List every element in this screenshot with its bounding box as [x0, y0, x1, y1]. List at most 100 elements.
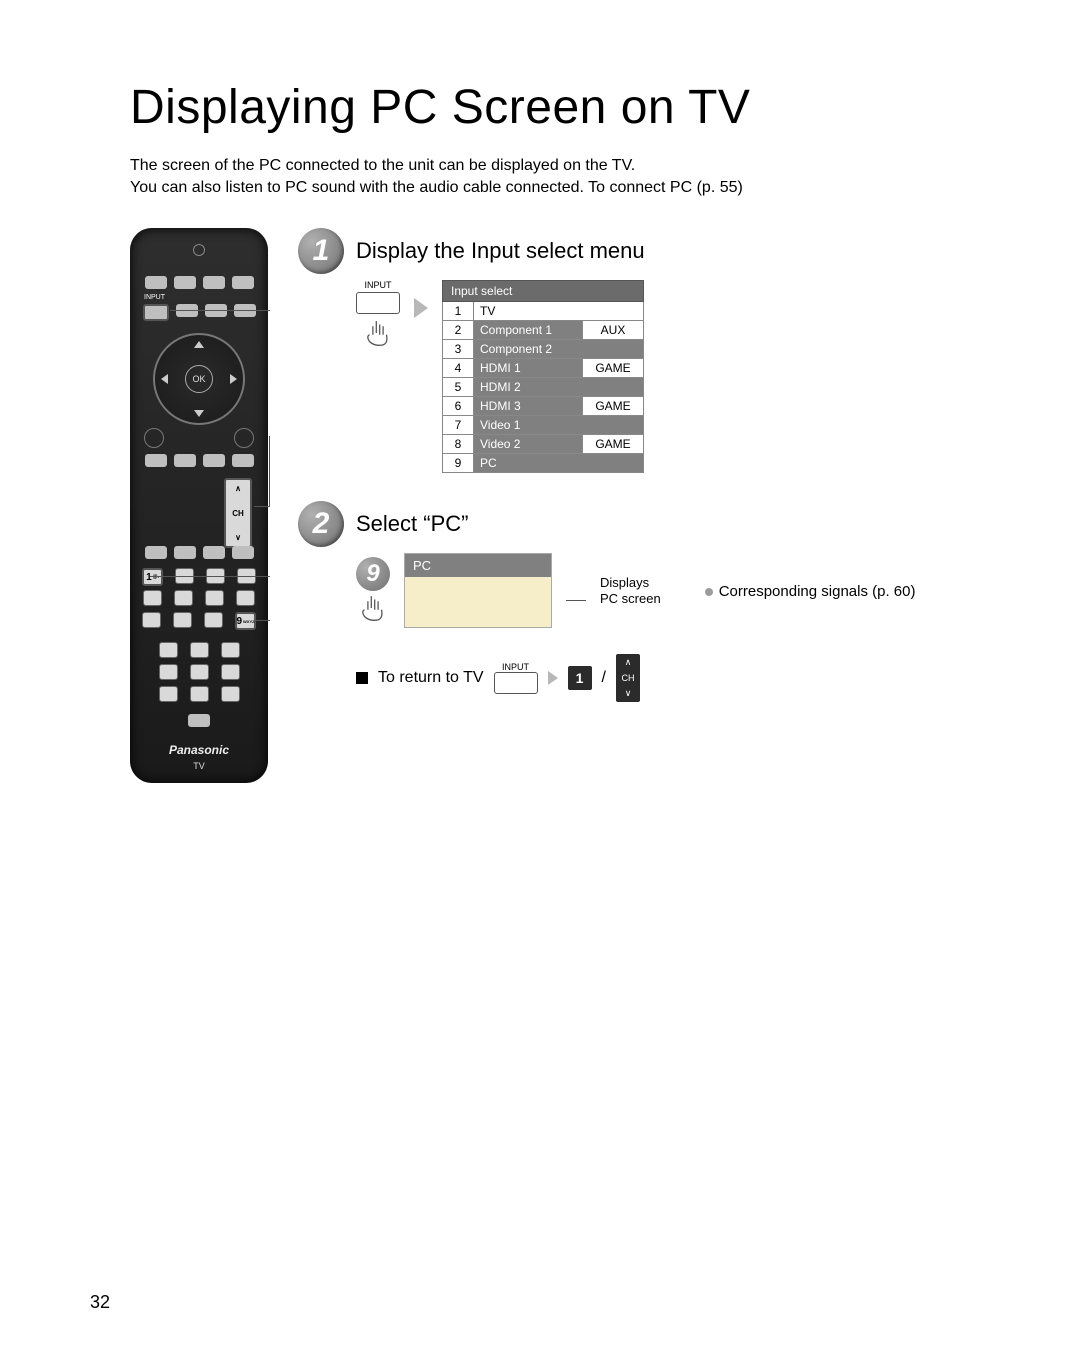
manual-page: Displaying PC Screen on TV The screen of… — [0, 0, 1080, 1353]
intro-line-1: The screen of the PC connected to the un… — [130, 157, 635, 174]
menu-row: 6HDMI 3GAME — [443, 397, 644, 416]
input-label: INPUT — [365, 280, 392, 290]
menu-index: 7 — [443, 416, 474, 435]
page-title: Displaying PC Screen on TV — [130, 80, 990, 135]
step-1-head: 1 Display the Input select menu — [298, 228, 990, 274]
menu-item-name: Component 1 — [474, 321, 583, 340]
remote-button — [203, 276, 225, 289]
chevron-up-icon: ∧ — [235, 484, 241, 493]
remote-key — [159, 642, 178, 658]
menu-index: 8 — [443, 435, 474, 454]
remote-key — [221, 686, 240, 702]
dpad-left-icon — [161, 374, 168, 384]
key-1-icon: 1 — [568, 666, 592, 690]
leader-line — [170, 310, 270, 311]
remote-button — [174, 546, 196, 559]
remote-button — [145, 276, 167, 289]
arrow-right-icon — [548, 671, 558, 685]
remote-key — [221, 664, 240, 680]
remote-row — [130, 546, 268, 559]
remote-row — [130, 714, 268, 727]
menu-row: 8Video 2GAME — [443, 435, 644, 454]
remote-circle-row — [130, 428, 268, 448]
remote-key — [205, 590, 224, 606]
leader-line — [254, 620, 270, 621]
menu-index: 1 — [443, 302, 474, 321]
remote-round-button — [144, 428, 164, 448]
menu-index: 5 — [443, 378, 474, 397]
menu-item-name: Component 2 — [474, 340, 644, 359]
step-badge-2: 2 — [298, 501, 344, 547]
menu-index: 2 — [443, 321, 474, 340]
remote-key — [190, 664, 209, 680]
remote-button — [232, 276, 254, 289]
menu-item-tag: GAME — [583, 397, 644, 416]
remote-key-1: 1@. — [142, 568, 163, 586]
remote-round-button — [234, 428, 254, 448]
step-2: 2 Select “PC” 9 PC — [298, 501, 990, 702]
chevron-down-icon: ∨ — [235, 533, 241, 542]
step-2-head: 2 Select “PC” — [298, 501, 990, 547]
remote-top-row — [130, 276, 268, 289]
square-bullet-icon — [356, 672, 368, 684]
remote-button — [203, 546, 225, 559]
remote-input-button — [143, 304, 169, 321]
remote-button — [145, 454, 167, 467]
remote-key — [221, 642, 240, 658]
menu-item-name: PC — [474, 454, 644, 473]
remote-led — [193, 244, 205, 256]
pc-screen-box: PC — [404, 553, 552, 628]
remote-row — [130, 642, 268, 658]
pc-box-body — [405, 577, 551, 627]
menu-item-name: Video 1 — [474, 416, 644, 435]
input-label: INPUT — [502, 662, 529, 672]
remote-row — [130, 454, 268, 467]
remote-key — [159, 686, 178, 702]
remote-channel-rocker: ∧ CH ∨ — [224, 478, 252, 548]
remote-control-illustration: INPUT OK — [130, 228, 268, 783]
step-1-body: INPUT Input select 1TV2Component 1AUX3Co… — [356, 280, 990, 473]
slash: / — [602, 669, 606, 687]
remote-row-2 — [130, 304, 268, 321]
remote-key-9: 9WXYZ — [235, 612, 256, 630]
remote-key — [190, 642, 209, 658]
menu-index: 9 — [443, 454, 474, 473]
dpad-down-icon — [194, 410, 204, 417]
menu-row: 2Component 1AUX — [443, 321, 644, 340]
remote-ok-button: OK — [185, 365, 213, 393]
key-9-badge: 9 — [356, 557, 390, 591]
step-2-body: 9 PC Displays PC screen — [356, 553, 990, 628]
step-2-title: Select “PC” — [356, 511, 468, 537]
menu-item-tag: AUX — [583, 321, 644, 340]
remote-button — [232, 454, 254, 467]
input-label: INPUT — [144, 294, 165, 301]
chevron-up-icon: ∧ — [625, 657, 632, 668]
menu-index: 3 — [443, 340, 474, 359]
dpad-right-icon — [230, 374, 237, 384]
steps-column: 1 Display the Input select menu INPUT In… — [298, 228, 990, 783]
remote-key — [190, 686, 209, 702]
displays-note: Displays PC screen — [600, 575, 661, 606]
menu-item-name: TV — [474, 302, 644, 321]
press-9-group: 9 — [356, 557, 390, 625]
return-label: To return to TV — [378, 669, 484, 687]
menu-item-tag: GAME — [583, 435, 644, 454]
remote-tv-label: TV — [130, 761, 268, 771]
pc-box-header: PC — [405, 554, 551, 577]
hand-press-icon — [361, 316, 395, 350]
press-input-group: INPUT — [356, 280, 400, 350]
remote-button — [174, 454, 196, 467]
menu-header: Input select — [443, 281, 644, 302]
menu-row: 4HDMI 1GAME — [443, 359, 644, 378]
menu-item-name: HDMI 1 — [474, 359, 583, 378]
remote-key — [173, 612, 192, 628]
menu-row: 1TV — [443, 302, 644, 321]
remote-key — [204, 612, 223, 628]
intro-text: The screen of the PC connected to the un… — [130, 155, 990, 198]
remote-row — [130, 664, 268, 680]
menu-row: 7Video 1 — [443, 416, 644, 435]
leader-line — [254, 506, 270, 507]
dpad-up-icon — [194, 341, 204, 348]
leader-line — [566, 600, 586, 601]
page-number: 32 — [90, 1292, 110, 1313]
